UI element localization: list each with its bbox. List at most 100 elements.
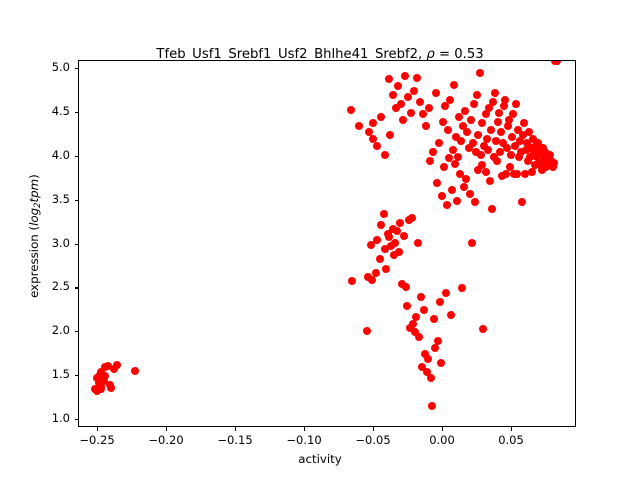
y-axis-tick-label: 2.5	[51, 279, 70, 294]
scatter-point	[534, 159, 543, 168]
scatter-point	[404, 92, 413, 101]
scatter-point	[419, 110, 428, 119]
scatter-point	[507, 150, 516, 159]
scatter-point	[422, 121, 431, 130]
scatter-point	[375, 255, 384, 264]
scatter-point	[131, 367, 140, 375]
chart-title-line-1: Tfeb_Usf1_Srebf1_Usf2_Bhlhe41_Srebf2, ρ …	[0, 46, 640, 63]
scatter-point	[529, 148, 538, 157]
scatter-point	[521, 145, 530, 154]
scatter-point	[537, 165, 546, 174]
scatter-point	[494, 117, 503, 126]
scatter-point	[511, 142, 520, 151]
scatter-point	[399, 115, 408, 124]
scatter-point	[366, 240, 375, 249]
scatter-point	[492, 136, 501, 145]
scatter-point	[501, 95, 510, 104]
scatter-point	[452, 196, 461, 205]
y-axis-tick	[74, 375, 78, 377]
y-axis-tick	[74, 111, 78, 113]
rho-symbol: ρ	[426, 47, 435, 62]
scatter-point	[536, 150, 545, 159]
scatter-point	[441, 288, 450, 297]
chart-title-prefix: Tfeb_Usf1_Srebf1_Usf2_Bhlhe41_Srebf2,	[156, 47, 427, 62]
scatter-point	[457, 284, 466, 293]
scatter-point	[464, 143, 473, 152]
y-axis-label: expression (log2tpm)	[27, 96, 43, 376]
scatter-point	[456, 136, 465, 145]
scatter-point	[496, 148, 505, 157]
scatter-point	[467, 238, 476, 247]
x-axis-tick-label: −0.25	[79, 433, 115, 447]
scatter-point	[379, 209, 388, 218]
scatter-point	[384, 75, 393, 84]
scatter-point	[397, 99, 406, 108]
scatter-point	[382, 265, 391, 274]
scatter-point	[396, 218, 405, 227]
scatter-point	[481, 110, 490, 119]
y-axis-tick	[74, 155, 78, 157]
scatter-point	[527, 168, 536, 177]
scatter-point	[487, 126, 496, 135]
scatter-point	[416, 98, 425, 107]
x-axis-label: activity	[298, 452, 342, 466]
scatter-point	[458, 121, 467, 130]
scatter-point	[435, 297, 444, 306]
scatter-point	[443, 126, 452, 135]
scatter-point	[500, 101, 509, 110]
scatter-point	[418, 363, 427, 372]
scatter-point	[385, 233, 394, 242]
scatter-points-layer	[79, 61, 575, 426]
scatter-point	[380, 150, 389, 159]
y-axis-label-subscript: 2	[33, 202, 44, 208]
scatter-point	[376, 221, 385, 230]
scatter-point	[489, 98, 498, 107]
scatter-point	[364, 128, 373, 137]
plot-axes	[78, 60, 576, 427]
scatter-point	[431, 344, 439, 353]
scatter-point	[545, 150, 554, 159]
scatter-point	[524, 128, 533, 137]
scatter-point	[449, 80, 458, 89]
scatter-point	[402, 282, 411, 291]
scatter-point	[414, 238, 423, 247]
scatter-point	[486, 177, 495, 186]
scatter-point	[454, 113, 463, 122]
y-axis-tick-label: 4.5	[51, 103, 70, 118]
scatter-point	[391, 238, 400, 247]
scatter-point	[483, 135, 492, 144]
y-axis-tick-label: 1.0	[51, 411, 70, 426]
x-axis-tick-label: −0.10	[286, 433, 322, 447]
scatter-point	[426, 157, 435, 166]
scatter-point	[470, 198, 479, 207]
scatter-point	[502, 170, 511, 179]
scatter-point	[445, 95, 454, 104]
scatter-point	[468, 139, 477, 148]
y-axis-tick	[74, 243, 78, 245]
scatter-point	[509, 110, 518, 119]
scatter-point	[408, 214, 417, 223]
scatter-point	[386, 130, 395, 139]
y-axis-tick	[74, 331, 78, 333]
scatter-point	[495, 108, 504, 117]
y-axis-tick	[74, 287, 78, 289]
scatter-point	[539, 157, 548, 166]
scatter-point	[432, 179, 441, 187]
scatter-point	[516, 136, 524, 145]
scatter-point	[513, 170, 522, 179]
scatter-point	[525, 152, 534, 161]
scatter-point	[472, 91, 481, 100]
scatter-point	[450, 159, 459, 168]
scatter-point	[471, 148, 480, 157]
scatter-point	[490, 152, 499, 161]
scatter-point	[434, 337, 443, 346]
scatter-point	[485, 104, 494, 113]
scatter-point	[423, 367, 432, 376]
scatter-point	[447, 186, 456, 195]
scatter-point	[448, 145, 457, 154]
scatter-point	[475, 69, 484, 78]
scatter-point	[497, 128, 506, 137]
scatter-point	[354, 121, 363, 130]
scatter-point	[101, 372, 110, 381]
scatter-point	[515, 152, 524, 161]
